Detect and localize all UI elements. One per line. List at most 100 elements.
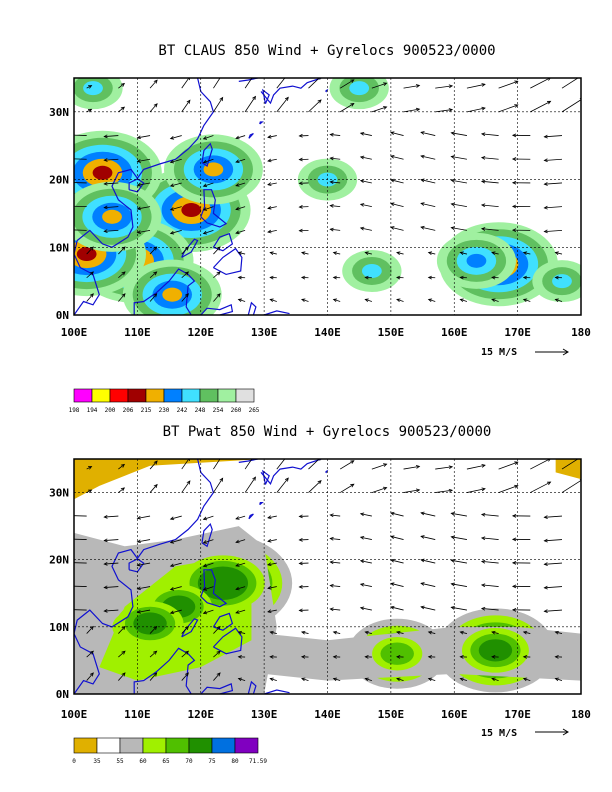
wind-vector bbox=[202, 562, 214, 568]
wind-vector bbox=[213, 477, 224, 493]
wind-vector bbox=[420, 511, 436, 517]
wind-vector bbox=[522, 630, 531, 635]
chart-title: BT Pwat 850 Wind + Gyrelocs 900523/0000 bbox=[163, 424, 492, 440]
colorbar-label: 215 bbox=[141, 407, 152, 414]
wind-vector bbox=[267, 205, 277, 210]
wind-vector bbox=[554, 275, 563, 280]
wind-vector bbox=[213, 650, 221, 658]
vector-reference-arrowhead bbox=[562, 348, 569, 356]
wind-vector bbox=[169, 135, 182, 140]
wind-vector bbox=[480, 512, 499, 517]
wind-vector bbox=[390, 558, 404, 564]
wind-vector bbox=[450, 558, 467, 564]
wind-vector bbox=[213, 271, 221, 279]
wind-vector bbox=[435, 488, 454, 493]
wind-vector bbox=[103, 608, 119, 613]
colorbar-swatch bbox=[235, 388, 255, 403]
field-contour bbox=[92, 165, 113, 180]
wind-vector bbox=[459, 630, 468, 635]
wind-vector bbox=[390, 155, 404, 160]
wind-vector bbox=[390, 582, 404, 587]
y-tick-label: 30N bbox=[49, 106, 69, 119]
y-tick-label: 30N bbox=[49, 487, 69, 500]
wind-vector bbox=[235, 135, 246, 140]
x-tick-label: 160E bbox=[441, 326, 468, 339]
wind-vector bbox=[427, 251, 436, 256]
coastline-segment bbox=[325, 469, 329, 474]
wind-vector bbox=[390, 605, 404, 611]
wind-vector bbox=[359, 582, 372, 587]
wind-vector bbox=[181, 246, 189, 255]
wind-vector bbox=[403, 488, 421, 493]
precipitable-water-field bbox=[74, 459, 581, 694]
wind-vector bbox=[420, 202, 436, 208]
coastline-segment bbox=[128, 558, 145, 573]
wind-vector bbox=[269, 655, 277, 659]
x-tick-label: 100E bbox=[61, 708, 88, 721]
wind-vector bbox=[86, 85, 93, 89]
coastline-segment bbox=[212, 612, 234, 631]
wind-vector bbox=[149, 460, 158, 470]
wind-vector bbox=[450, 582, 467, 587]
wind-vector bbox=[522, 298, 531, 303]
x-tick-label: 160E bbox=[441, 708, 468, 721]
wind-vector bbox=[269, 630, 277, 635]
wind-vector bbox=[543, 609, 563, 613]
wind-vector bbox=[103, 205, 119, 210]
wind-vector bbox=[103, 134, 119, 139]
colorbar-label: 194 bbox=[87, 407, 98, 414]
wind-vector bbox=[202, 182, 214, 188]
wind-vector bbox=[427, 298, 436, 303]
field-contour bbox=[197, 566, 249, 600]
wind-vector bbox=[530, 78, 551, 89]
field-cell bbox=[163, 134, 263, 205]
wind-vector bbox=[298, 584, 309, 589]
wind-vector bbox=[450, 202, 467, 208]
wind-vector bbox=[339, 483, 355, 493]
wind-vector bbox=[332, 251, 341, 256]
wind-vector bbox=[466, 487, 486, 493]
wind-vector bbox=[359, 606, 372, 611]
wind-vector bbox=[213, 246, 221, 255]
field-contour bbox=[162, 287, 183, 302]
coastline-segment bbox=[200, 303, 234, 315]
wind-vector bbox=[396, 251, 404, 256]
wind-vector bbox=[435, 84, 454, 89]
wind-vector bbox=[329, 204, 341, 208]
wind-vector bbox=[267, 515, 277, 520]
wind-vector bbox=[136, 586, 151, 591]
wind-vector bbox=[554, 677, 563, 682]
wind-vector bbox=[339, 103, 355, 113]
wind-vector bbox=[74, 133, 87, 138]
x-tick-label: 140E bbox=[314, 708, 341, 721]
wind-vector bbox=[466, 106, 486, 113]
colorbar-swatch bbox=[127, 388, 147, 403]
colorbar-swatch bbox=[91, 388, 111, 403]
coastline-segment bbox=[212, 627, 243, 655]
wind-vector bbox=[427, 677, 436, 682]
colorbar-swatch bbox=[211, 737, 236, 754]
field-cell bbox=[436, 232, 516, 289]
wind-vector bbox=[308, 99, 322, 113]
coastline-segment bbox=[263, 310, 290, 315]
wind-vectors bbox=[74, 78, 581, 303]
field-contour bbox=[83, 81, 103, 96]
x-tick-label: 150E bbox=[378, 326, 405, 339]
wind-vector bbox=[267, 229, 277, 234]
wind-vector bbox=[149, 625, 158, 634]
wind-vector bbox=[543, 515, 563, 519]
wind-vector bbox=[332, 630, 341, 635]
wind-vector bbox=[149, 103, 158, 113]
x-tick-label: 110E bbox=[124, 326, 151, 339]
wind-vector bbox=[298, 608, 309, 613]
colorbar-swatch bbox=[234, 737, 259, 754]
wind-vector bbox=[118, 271, 126, 279]
coastline-segment bbox=[133, 268, 196, 315]
vector-reference-arrowhead bbox=[562, 728, 569, 736]
colorbar-label: 71.59 bbox=[249, 758, 267, 765]
wind-vector bbox=[480, 583, 499, 588]
wind-vector bbox=[149, 650, 158, 658]
wind-vector bbox=[276, 459, 286, 470]
colorbar-label: 65 bbox=[162, 758, 170, 765]
field-contour bbox=[349, 81, 370, 96]
